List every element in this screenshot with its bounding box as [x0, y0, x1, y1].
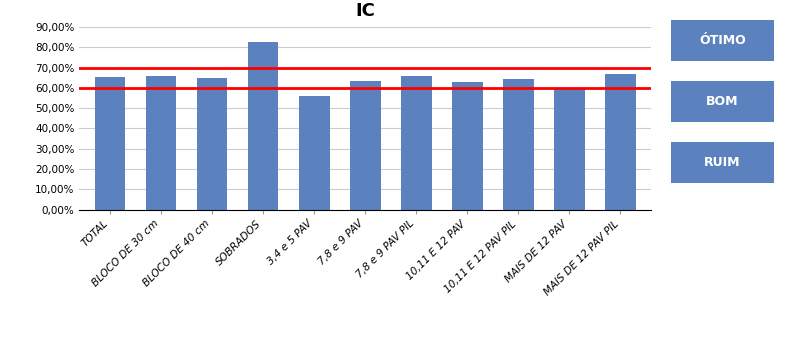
Bar: [248, 42, 279, 210]
Text: BOM: BOM: [707, 95, 738, 108]
Bar: [146, 76, 176, 210]
Bar: [503, 79, 534, 210]
Bar: [452, 82, 483, 210]
Bar: [197, 78, 227, 210]
Bar: [350, 81, 380, 210]
Bar: [299, 96, 330, 210]
Title: IC: IC: [355, 2, 376, 20]
Bar: [94, 77, 125, 210]
Text: RUIM: RUIM: [704, 156, 741, 169]
Text: ÓTIMO: ÓTIMO: [700, 34, 746, 47]
Bar: [605, 74, 636, 210]
Bar: [401, 76, 432, 210]
Bar: [554, 89, 584, 210]
